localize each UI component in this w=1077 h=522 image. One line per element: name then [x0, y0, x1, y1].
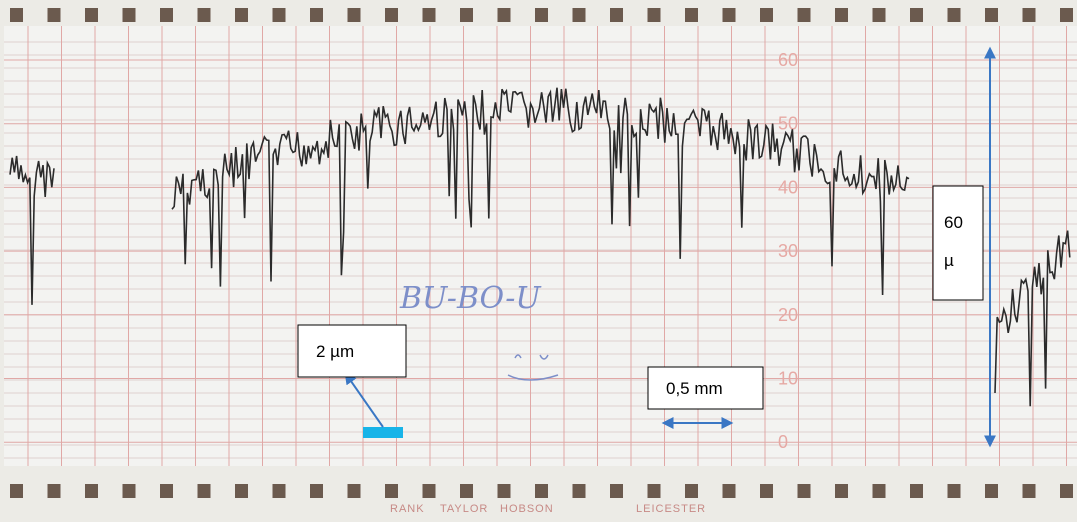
hole — [610, 484, 623, 498]
hole — [910, 484, 923, 498]
maker-word: TAYLOR — [440, 503, 488, 515]
scale-label: 20 — [778, 305, 798, 325]
hole — [947, 484, 961, 498]
hole — [235, 484, 248, 498]
trace-line — [994, 230, 1071, 407]
hole — [647, 8, 661, 22]
annotation-text: 2 µm — [316, 342, 354, 361]
arrow — [344, 372, 384, 428]
hole — [722, 8, 736, 22]
hole — [835, 484, 848, 498]
chart-paper — [4, 26, 1077, 466]
hole — [385, 484, 398, 498]
annotation-box — [297, 324, 407, 378]
hole — [572, 8, 586, 22]
hole — [760, 484, 773, 498]
hole — [47, 8, 61, 22]
unit-marker — [363, 427, 403, 438]
annotation-box — [647, 366, 764, 410]
hole — [347, 8, 361, 22]
hole — [572, 484, 586, 498]
annotation-text: 0,5 mm — [666, 379, 723, 398]
profile-trace — [9, 87, 1071, 407]
hole — [1022, 8, 1036, 22]
hole — [122, 8, 136, 22]
scale-label: 40 — [778, 177, 798, 197]
hole — [460, 8, 473, 22]
hole — [385, 8, 398, 22]
hole — [647, 484, 661, 498]
hole — [85, 484, 98, 498]
hole — [197, 484, 211, 498]
hole — [872, 484, 886, 498]
hole — [760, 8, 773, 22]
hole — [235, 8, 248, 22]
handwriting: BU-BO-U — [399, 281, 542, 316]
hole — [910, 8, 923, 22]
hole — [47, 484, 61, 498]
annotation-box — [932, 185, 984, 301]
scale-label: 50 — [778, 114, 798, 134]
hole — [947, 8, 961, 22]
hole — [160, 484, 173, 498]
hole — [310, 8, 323, 22]
hole — [872, 8, 886, 22]
sprocket-holes — [10, 8, 1073, 498]
hole — [310, 484, 323, 498]
hole — [985, 8, 998, 22]
hole — [10, 8, 23, 22]
scale-label: 60 — [778, 50, 798, 70]
hole — [272, 484, 286, 498]
hole — [1060, 8, 1073, 22]
hole — [85, 8, 98, 22]
hole — [272, 8, 286, 22]
annotation-text: 60 — [944, 213, 963, 232]
annotation-text: µ — [944, 251, 954, 270]
maker-word: HOBSON — [500, 503, 554, 515]
hole — [497, 8, 511, 22]
hole — [610, 8, 623, 22]
hole — [422, 8, 436, 22]
hole — [797, 484, 811, 498]
hole — [985, 484, 998, 498]
trace-line — [9, 155, 55, 305]
hole — [835, 8, 848, 22]
hole — [535, 8, 548, 22]
hole — [685, 484, 698, 498]
hole — [122, 484, 136, 498]
trace-line — [171, 87, 910, 296]
hole — [422, 484, 436, 498]
maker-word: LEICESTER — [636, 503, 706, 515]
scale-label: 30 — [778, 241, 798, 261]
hole — [160, 8, 173, 22]
scale-labels: 60 50 40 30 20 10 0 — [778, 50, 798, 452]
hole — [685, 8, 698, 22]
hole — [10, 484, 23, 498]
hole — [460, 484, 473, 498]
maker-label: RANK TAYLOR HOBSON LEICESTER — [390, 503, 706, 515]
hole — [197, 8, 211, 22]
hole — [1060, 484, 1073, 498]
hole — [797, 8, 811, 22]
hole — [497, 484, 511, 498]
scale-label: 0 — [778, 432, 788, 452]
hole — [535, 484, 548, 498]
hole — [347, 484, 361, 498]
handwriting-mark — [507, 354, 559, 381]
maker-word: RANK — [390, 503, 425, 515]
hole — [1022, 484, 1036, 498]
scale-label: 10 — [778, 369, 798, 389]
hole — [722, 484, 736, 498]
